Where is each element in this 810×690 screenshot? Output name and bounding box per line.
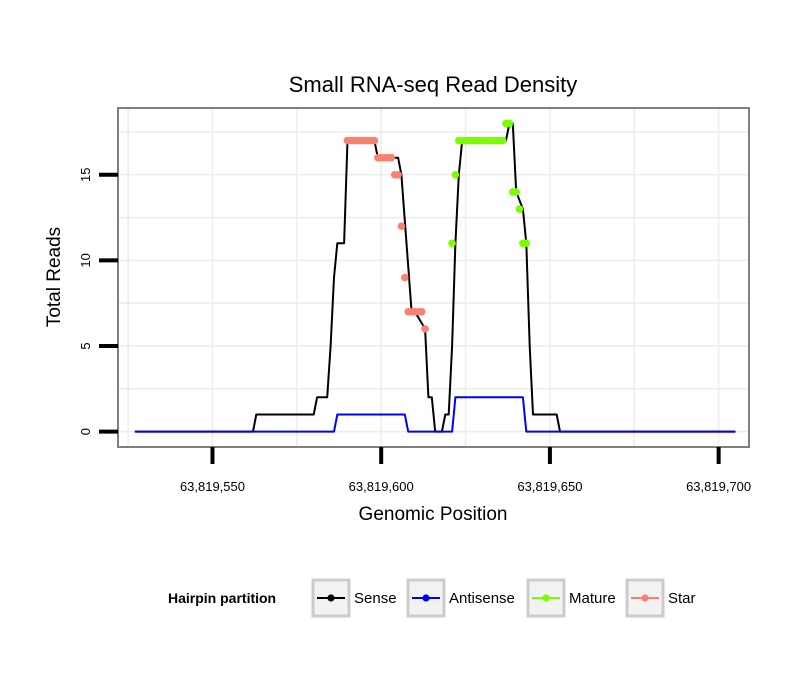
legend-item-antisense: Antisense <box>406 578 515 618</box>
data-point-mature <box>522 239 531 248</box>
legend-label: Sense <box>354 590 397 607</box>
y-tick-label: 0 <box>78 428 93 435</box>
legend-item-star: Star <box>625 578 696 618</box>
data-point-star <box>370 136 379 145</box>
data-point-star <box>397 222 406 230</box>
data-point-star <box>417 307 426 316</box>
plot-panel <box>118 108 749 447</box>
y-axis-title: Total Reads <box>44 227 65 327</box>
data-point-mature <box>448 239 456 248</box>
data-point-mature <box>512 188 520 196</box>
series-mature <box>448 119 531 248</box>
legend-item-mature: Mature <box>526 578 616 618</box>
x-axis: 63,819,550 63,819,600 63,819,650 63,819,700 <box>180 447 751 494</box>
legend-key-point <box>327 594 335 602</box>
series-layer <box>134 119 736 433</box>
x-tick-label: 63,819,550 <box>180 479 245 494</box>
legend-label: Mature <box>569 590 616 607</box>
plot-panel-border <box>117 107 750 448</box>
legend-label: Star <box>668 590 696 607</box>
data-point-mature <box>515 205 524 213</box>
series-antisense <box>134 396 736 433</box>
data-point-mature <box>451 170 460 179</box>
data-point-star <box>387 153 396 162</box>
data-point-star <box>401 273 409 282</box>
legend-title: Hairpin partition <box>168 590 276 606</box>
y-tick-label: 5 <box>78 342 93 349</box>
x-tick-label: 63,819,700 <box>686 479 751 494</box>
legend-key-point <box>422 594 430 602</box>
chart-title: Small RNA-seq Read Density <box>289 72 578 97</box>
legend: Hairpin partition Sense Antisense Mature St… <box>168 578 696 618</box>
legend-key-point <box>542 594 550 602</box>
x-tick-label: 63,819,600 <box>349 479 414 494</box>
legend-key-point <box>641 594 649 602</box>
x-axis-title: Genomic Position <box>359 504 508 525</box>
y-tick-label: 10 <box>78 253 93 267</box>
data-point-star <box>394 170 402 179</box>
data-point-mature <box>498 136 507 145</box>
series-line-antisense <box>134 396 736 433</box>
legend-item-sense: Sense <box>311 578 397 618</box>
data-point-mature <box>505 119 514 128</box>
x-tick-label: 63,819,650 <box>517 479 582 494</box>
y-tick-label: 15 <box>78 168 93 182</box>
data-point-star <box>421 325 429 333</box>
y-axis: 0 5 10 15 <box>78 168 118 435</box>
legend-label: Antisense <box>449 590 515 607</box>
series-star <box>343 136 429 333</box>
